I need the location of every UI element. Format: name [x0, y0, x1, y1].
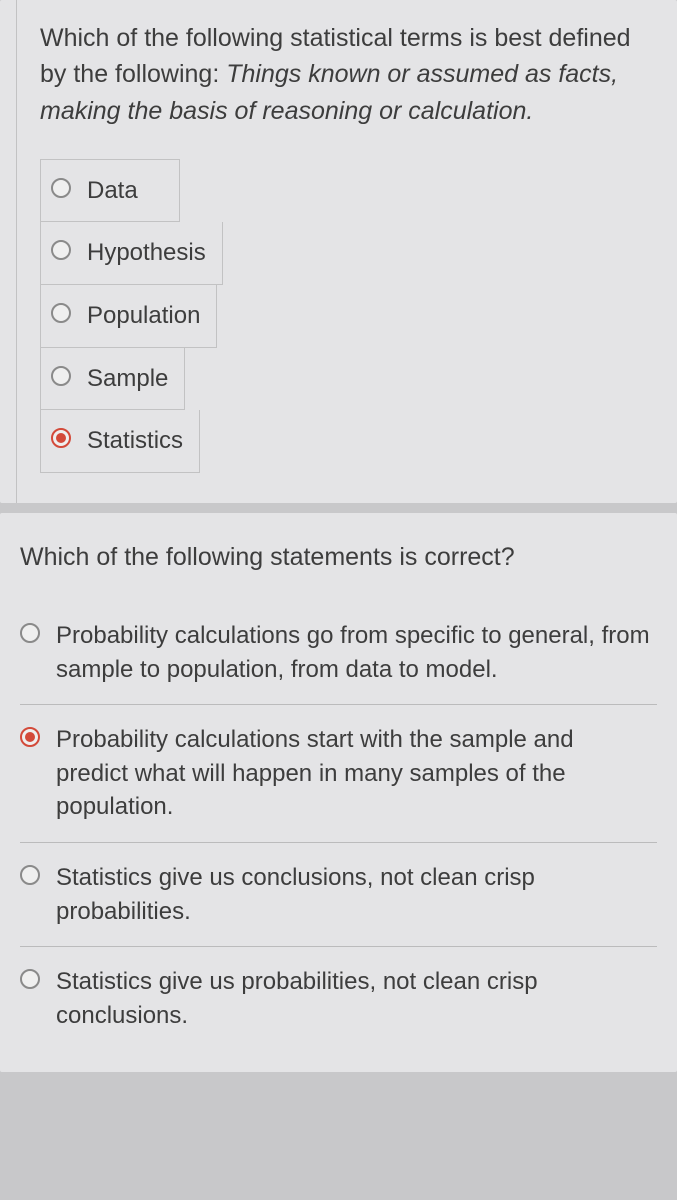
option-statistics[interactable]: Statistics: [40, 410, 200, 473]
radio-icon-selected: [20, 727, 40, 747]
option-label: Sample: [87, 362, 168, 396]
option-sample[interactable]: Sample: [40, 348, 185, 411]
option-label: Hypothesis: [87, 236, 206, 270]
option-prob-sample-predict[interactable]: Probability calculations start with the …: [20, 705, 657, 843]
radio-icon: [20, 865, 40, 885]
option-hypothesis[interactable]: Hypothesis: [40, 222, 223, 285]
option-stats-probabilities[interactable]: Statistics give us probabilities, not cl…: [20, 947, 657, 1050]
option-label: Statistics give us probabilities, not cl…: [56, 965, 651, 1032]
option-label: Statistics give us conclusions, not clea…: [56, 861, 651, 928]
question-1-text: Which of the following statistical terms…: [40, 20, 655, 129]
radio-icon: [20, 623, 40, 643]
radio-icon: [51, 178, 71, 198]
option-label: Data: [87, 174, 138, 208]
question-2-text: Which of the following statements is cor…: [20, 539, 657, 575]
question-2-options: Probability calculations go from specifi…: [20, 601, 657, 1050]
radio-icon: [20, 969, 40, 989]
question-2: Which of the following statements is cor…: [0, 513, 677, 1073]
option-data[interactable]: Data: [40, 159, 180, 223]
question-1: Which of the following statistical terms…: [0, 0, 677, 503]
option-label: Probability calculations start with the …: [56, 723, 651, 824]
option-population[interactable]: Population: [40, 285, 217, 348]
option-label: Statistics: [87, 424, 183, 458]
radio-icon: [51, 366, 71, 386]
question-1-options: Data Hypothesis Population Sample Statis…: [40, 155, 223, 473]
radio-icon-selected: [51, 428, 71, 448]
option-label: Probability calculations go from specifi…: [56, 619, 651, 686]
option-label: Population: [87, 299, 200, 333]
radio-icon: [51, 240, 71, 260]
option-stats-conclusions[interactable]: Statistics give us conclusions, not clea…: [20, 843, 657, 947]
option-prob-specific-to-general[interactable]: Probability calculations go from specifi…: [20, 601, 657, 705]
radio-icon: [51, 303, 71, 323]
